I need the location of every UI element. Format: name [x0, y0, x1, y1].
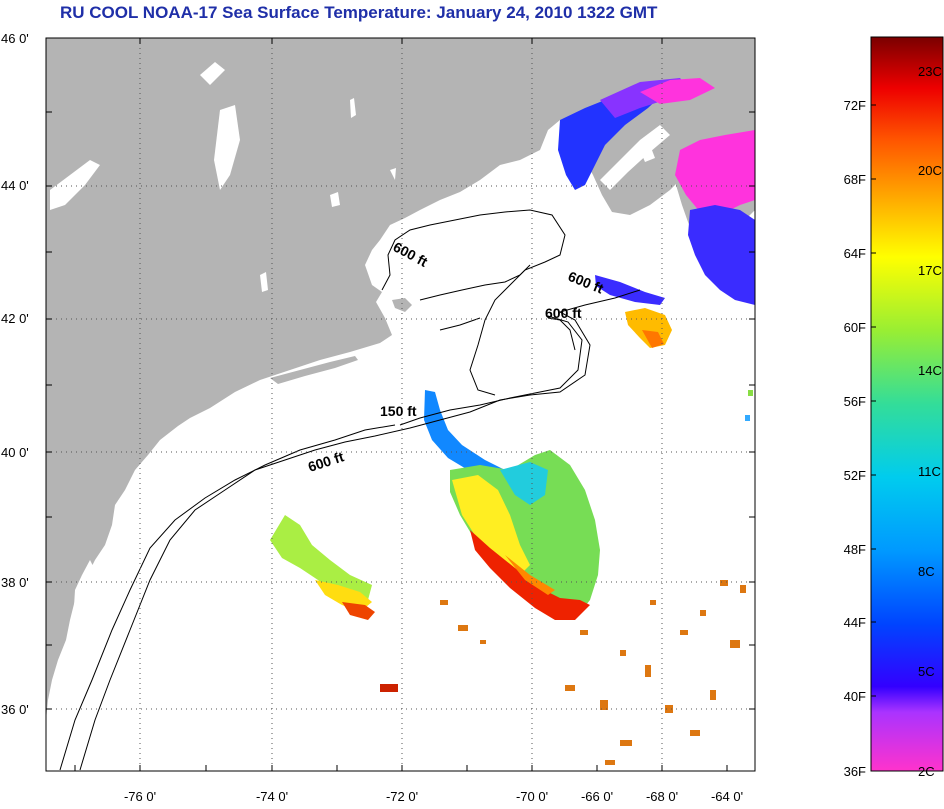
- sst-magenta-patch: [675, 130, 755, 215]
- colorbar-c-label: 8C: [918, 564, 935, 579]
- bathymetry-contours: [59, 209, 641, 771]
- colorbar-f-label: 56F: [844, 394, 866, 409]
- lake: [214, 105, 240, 190]
- colorbar-c-label: 5C: [918, 664, 935, 679]
- colorbar-f-label: 52F: [844, 468, 866, 483]
- land-mass: [46, 38, 755, 720]
- colorbar-f-label: 44F: [844, 615, 866, 630]
- sst-red-edge: [470, 530, 590, 620]
- colorbar: [870, 36, 944, 772]
- bay-of-fundy: [600, 125, 670, 190]
- long-island: [270, 356, 358, 384]
- lake: [390, 168, 396, 180]
- lat-label: 40 0': [1, 445, 29, 460]
- lon-label: -72 0': [386, 789, 418, 804]
- lon-label: -74 0': [256, 789, 288, 804]
- sst-blue-shelf: [688, 205, 755, 305]
- lat-label: 36 0': [1, 702, 29, 717]
- depth-label: 150 ft: [380, 403, 417, 419]
- delaware-bay: [118, 500, 146, 548]
- colorbar-f-label: 60F: [844, 320, 866, 335]
- sst-eddy-core: [315, 580, 372, 612]
- lake: [330, 192, 340, 207]
- lon-label: -68 0': [646, 789, 678, 804]
- cape-cod: [392, 298, 412, 312]
- colorbar-f-label: 64F: [844, 246, 866, 261]
- colorbar-c-label: 20C: [918, 163, 942, 178]
- lat-label: 42 0': [1, 311, 29, 326]
- sst-orange-patch: [642, 330, 664, 348]
- lat-label: 44 0': [1, 178, 29, 193]
- lat-label: 46 0': [1, 31, 29, 46]
- sst-yellow-region: [452, 475, 530, 575]
- colorbar-c-label: 17C: [918, 263, 942, 278]
- map-frame: [45, 37, 756, 772]
- chesapeake-bay: [70, 560, 96, 672]
- depth-label: 600 ft: [545, 305, 582, 321]
- colorbar-f-label: 72F: [844, 98, 866, 113]
- colorbar-f-label: 36F: [844, 764, 866, 779]
- colorbar-f-label: 68F: [844, 172, 866, 187]
- lake: [260, 272, 268, 292]
- lon-label: -70 0': [516, 789, 548, 804]
- sst-red-edge: [505, 555, 555, 595]
- sst-blue-shelf: [595, 275, 665, 305]
- lake: [200, 62, 225, 85]
- graticule: [46, 38, 755, 771]
- lon-label: -76 0': [124, 789, 156, 804]
- colorbar-c-label: 23C: [918, 64, 942, 79]
- sst-eddy-edge: [342, 602, 375, 620]
- lake: [350, 98, 356, 118]
- colorbar-c-label: 11C: [918, 464, 941, 479]
- sst-magenta-patch: [640, 78, 715, 104]
- colorbar-f-label: 48F: [844, 542, 866, 557]
- lon-label: -66 0': [581, 789, 613, 804]
- map-title: RU COOL NOAA-17 Sea Surface Temperature:…: [60, 3, 658, 22]
- sst-cyan-region: [500, 462, 548, 505]
- lake: [640, 145, 655, 162]
- axis-ticks: [46, 37, 755, 771]
- colorbar-c-label: 14C: [918, 363, 942, 378]
- colorbar-ticks: [871, 104, 876, 697]
- sst-cold-patch: [558, 85, 665, 190]
- sst-scatter: [380, 390, 753, 765]
- lat-label: 38 0': [1, 575, 29, 590]
- colorbar-c-label: 2C: [918, 764, 935, 779]
- colorbar-f-label: 40F: [844, 689, 866, 704]
- lon-label: -64 0': [711, 789, 743, 804]
- lake: [50, 160, 100, 210]
